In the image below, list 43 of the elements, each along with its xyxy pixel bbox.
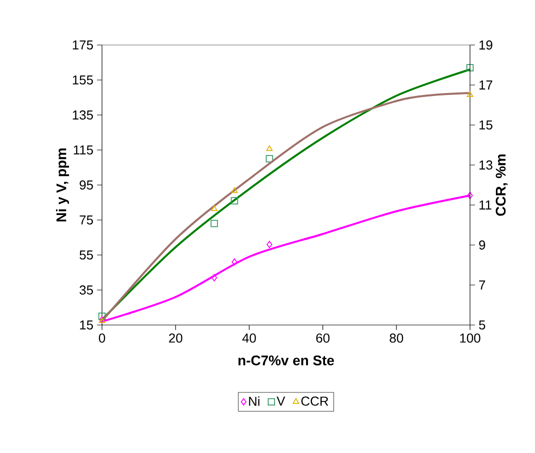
y2-tick-label: 9 bbox=[479, 240, 486, 250]
y2-tick-label: 5 bbox=[479, 320, 486, 330]
x-tick-label: 60 bbox=[316, 333, 330, 343]
point bbox=[266, 240, 272, 248]
y2-axis-title: CCR, %m bbox=[496, 154, 508, 216]
x-tick-label: 100 bbox=[460, 333, 480, 343]
y2-tick-label: 11 bbox=[479, 200, 492, 210]
legend-label: CCR bbox=[301, 396, 328, 406]
point bbox=[211, 274, 218, 282]
point bbox=[467, 192, 473, 200]
point bbox=[466, 91, 474, 98]
y2-tick-label: 19 bbox=[479, 40, 492, 50]
x-tick-label: 20 bbox=[169, 333, 182, 343]
point bbox=[230, 197, 238, 204]
y-tick-label: 15 bbox=[80, 320, 93, 330]
y-tick-label: 95 bbox=[80, 180, 93, 190]
y2-tick-label: 7 bbox=[479, 280, 486, 290]
point bbox=[266, 145, 273, 152]
y2-tick-label: 15 bbox=[479, 120, 492, 130]
point bbox=[266, 155, 274, 162]
point bbox=[232, 258, 238, 266]
point bbox=[231, 187, 238, 194]
y-tick-label: 115 bbox=[74, 145, 93, 155]
y-axis-title: Ni y V, ppm bbox=[56, 148, 70, 222]
point bbox=[211, 205, 218, 212]
x-tick-label: 80 bbox=[390, 333, 404, 343]
line-series bbox=[101, 194, 472, 322]
y-tick-label: 135 bbox=[72, 110, 93, 120]
y-tick-label: 35 bbox=[80, 285, 93, 295]
y-tick-label: 155 bbox=[72, 75, 93, 85]
x-axis-title: n-C7%v en Ste bbox=[238, 355, 334, 366]
y2-tick-label: 13 bbox=[479, 160, 492, 170]
x-tick-label: 0 bbox=[98, 333, 106, 343]
y2-tick-label: 17 bbox=[479, 80, 492, 90]
point bbox=[466, 64, 474, 72]
point bbox=[210, 220, 218, 228]
y-tick-label: 55 bbox=[80, 250, 93, 260]
x-tick-label: 40 bbox=[242, 333, 256, 343]
y-tick-label: 175 bbox=[72, 40, 93, 50]
y-tick-label: 75 bbox=[80, 215, 93, 225]
legend-label: V bbox=[276, 396, 286, 406]
point bbox=[98, 312, 106, 320]
legend-label: Ni bbox=[249, 396, 260, 406]
